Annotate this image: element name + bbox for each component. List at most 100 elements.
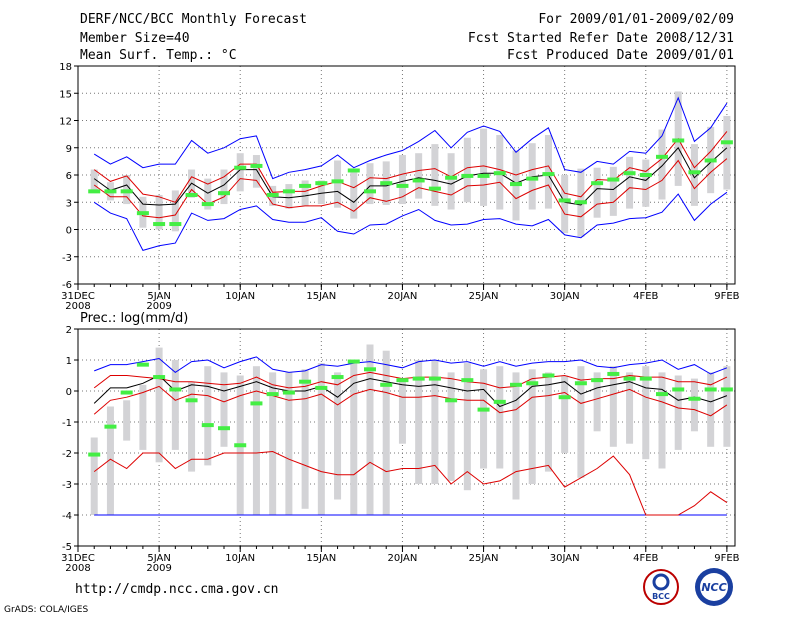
x-tick-label: 15JAN — [306, 291, 336, 302]
series-min-line — [93, 450, 728, 516]
member-range-box — [561, 375, 569, 453]
member-range-box — [447, 153, 455, 210]
observation-marker — [591, 181, 604, 186]
observation-marker — [704, 158, 717, 163]
forecast-period: For 2009/01/01-2009/02/09 — [538, 12, 734, 27]
precipitation-label: Prec.: log(mm/d) — [80, 311, 188, 326]
member-range-box — [609, 366, 617, 447]
member-range-box — [723, 115, 731, 190]
y-tick-label: -4 — [62, 511, 72, 522]
member-range-box — [334, 372, 342, 500]
observation-marker — [688, 396, 701, 401]
member-range-box — [593, 167, 601, 218]
observation-marker — [607, 177, 620, 182]
observation-marker — [639, 173, 652, 177]
member-range-box — [480, 128, 488, 206]
observation-marker — [639, 376, 652, 381]
observation-marker — [461, 378, 474, 383]
member-range-box — [139, 384, 147, 450]
member-range-box — [642, 159, 650, 207]
x-tick-label: 10JAN — [225, 291, 255, 302]
observation-marker — [591, 378, 604, 383]
observation-marker — [526, 381, 539, 386]
member-range-box — [544, 372, 552, 472]
observation-marker — [720, 140, 733, 145]
y-tick-label: -2 — [62, 449, 72, 460]
member-range-box — [106, 406, 114, 515]
ncc-logo-text: NCC — [701, 581, 726, 594]
member-range-box — [561, 175, 569, 234]
observation-marker — [120, 189, 133, 194]
series-max-line — [93, 96, 728, 180]
observation-marker — [688, 170, 701, 175]
forecast-produced-date: Fcst Produced Date 2009/01/01 — [507, 48, 734, 63]
member-range-box — [658, 129, 666, 200]
member-range-box — [350, 363, 358, 515]
observation-marker — [493, 399, 506, 404]
member-range-box — [626, 372, 634, 444]
y-tick-label: 12 — [59, 117, 72, 128]
y-tick-label: -3 — [62, 480, 72, 491]
member-range-box — [252, 366, 260, 515]
series-mean-line — [93, 146, 728, 206]
observation-marker — [542, 373, 555, 378]
observation-marker — [542, 172, 555, 177]
member-range-box — [236, 153, 244, 192]
observation-marker — [574, 200, 587, 205]
source-url[interactable]: http://cmdp.ncc.cma.gov.cn — [75, 582, 279, 597]
observation-marker — [720, 387, 733, 392]
series-lower-line — [93, 385, 728, 417]
y-tick-label: 3 — [66, 198, 72, 209]
member-range-box — [382, 350, 390, 515]
observation-marker — [656, 392, 668, 397]
y-tick-label: 1 — [66, 356, 72, 367]
observation-marker — [396, 378, 409, 383]
x-tick-label: 9FEB — [714, 553, 739, 564]
x-tick-label: 31DEC — [61, 291, 95, 302]
observation-marker — [558, 198, 571, 203]
observation-marker — [169, 387, 182, 392]
y-tick-label: -1 — [62, 418, 72, 429]
observation-marker — [445, 175, 458, 180]
member-range-box — [317, 180, 325, 205]
x-tick-label: 25JAN — [469, 553, 499, 564]
series-min-line — [93, 191, 728, 251]
observation-marker — [88, 189, 101, 194]
x-tick-label: 4FEB — [633, 553, 658, 564]
member-range-box — [626, 156, 634, 209]
x-tick-label: 5JAN — [147, 291, 170, 302]
bcc-logo-text: BCC — [652, 592, 670, 601]
member-range-box — [350, 171, 358, 219]
member-range-box — [431, 144, 439, 206]
observation-marker — [396, 183, 409, 188]
observation-marker — [364, 367, 376, 372]
y-tick-label: -6 — [62, 280, 72, 291]
x-tick-label: 15JAN — [306, 553, 336, 564]
observation-marker — [136, 362, 149, 367]
observation-marker — [347, 168, 360, 173]
grads-credit: GrADS: COLA/IGES — [4, 605, 89, 615]
observation-marker — [445, 398, 458, 403]
observation-marker — [672, 138, 685, 143]
x-tick-year-label: 2008 — [65, 563, 90, 574]
series-mean-line — [93, 374, 728, 408]
observation-marker — [153, 375, 166, 380]
observation-marker — [656, 154, 668, 159]
member-range-box — [366, 344, 374, 515]
observation-marker — [493, 171, 506, 176]
observation-marker — [104, 189, 117, 194]
x-tick-label: 4FEB — [633, 291, 658, 302]
x-tick-year-label: 2009 — [146, 563, 171, 574]
member-range-box — [204, 178, 212, 210]
observation-marker — [88, 452, 101, 457]
observation-marker — [412, 376, 425, 381]
y-tick-label: 15 — [59, 89, 72, 100]
observation-marker — [234, 165, 247, 170]
x-tick-label: 20JAN — [388, 291, 418, 302]
y-tick-label: -3 — [62, 253, 72, 264]
observation-marker — [299, 183, 312, 188]
member-range-box — [285, 372, 293, 515]
observation-marker — [282, 390, 295, 395]
observation-marker — [364, 189, 376, 194]
